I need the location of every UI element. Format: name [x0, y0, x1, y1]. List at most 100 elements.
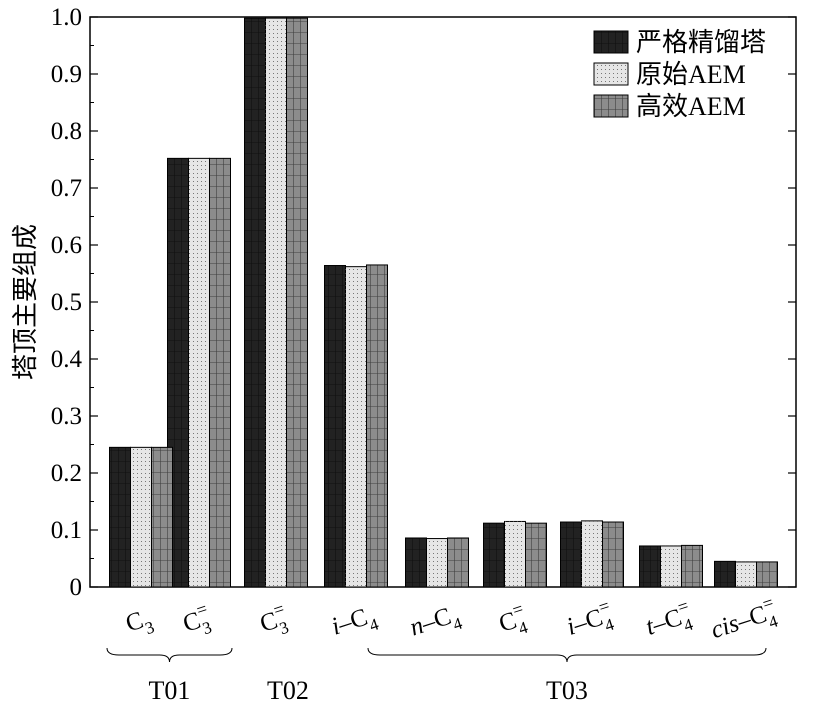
x-label-sub: 4 — [681, 614, 695, 635]
bar — [426, 538, 448, 588]
bar — [660, 545, 682, 588]
x-tick-label: C3 — [123, 604, 157, 643]
bar-texture — [286, 18, 308, 587]
bar — [681, 544, 703, 588]
bar-texture — [405, 537, 427, 587]
y-tick-label: 0.1 — [51, 517, 82, 544]
bar-texture — [525, 523, 547, 587]
legend-swatch-texture — [594, 95, 628, 117]
bar — [447, 537, 469, 588]
bar-texture — [324, 265, 346, 587]
bar-texture — [602, 522, 624, 587]
bar — [265, 17, 287, 588]
bar — [639, 545, 661, 588]
x-label-sub: 4 — [602, 614, 616, 635]
legend-item: 严格精馏塔 — [593, 28, 766, 57]
bar — [405, 537, 427, 588]
bar-texture — [265, 18, 287, 587]
group-label: T03 — [546, 676, 588, 705]
y-tick-label: 0.9 — [51, 61, 82, 88]
group-bracket — [367, 647, 767, 663]
bar-texture — [560, 522, 582, 587]
group-label: T02 — [267, 676, 309, 705]
bar — [504, 520, 526, 588]
bar-texture — [447, 537, 469, 587]
bar — [286, 17, 308, 588]
bar-texture — [660, 545, 682, 587]
x-label-sub: 3 — [277, 618, 291, 639]
bar-texture — [681, 545, 703, 587]
bar — [345, 266, 367, 588]
legend-swatch-texture — [594, 31, 628, 53]
group-label: T01 — [149, 676, 191, 705]
y-axis-label: 塔顶主要组成 — [11, 224, 40, 380]
y-axis: 0 0.1 0.2 0.3 0.4 0.5 0.6 0.7 0.8 0.9 1.0 — [51, 4, 796, 601]
x-label-sub: 4 — [451, 613, 465, 634]
x-axis: C3 C=3 C=3 i–C4 n–C4 C=4 i–C=4 t–C=4 cis–C=4 — [123, 592, 782, 650]
bar-texture — [244, 18, 266, 587]
y-tick-label: 1.0 — [51, 4, 82, 31]
bar-texture — [109, 447, 131, 587]
bar — [188, 157, 210, 588]
bar — [366, 264, 388, 588]
x-tick-label: C=3 — [178, 598, 216, 643]
y-tick-label: 0.4 — [51, 346, 83, 373]
bar-texture — [188, 158, 210, 588]
bar-texture — [426, 538, 448, 587]
bar — [209, 157, 231, 588]
y-tick-label: 0.5 — [51, 289, 82, 316]
bar-texture — [151, 447, 173, 587]
bar-texture — [483, 523, 505, 587]
bar — [109, 446, 131, 588]
bar-texture — [130, 447, 152, 587]
bar-texture — [581, 520, 603, 587]
bar — [130, 446, 152, 588]
y-tick-label: 0.3 — [51, 403, 82, 430]
x-tick-label: C=3 — [255, 598, 293, 643]
x-tick-label: C=4 — [494, 598, 532, 643]
legend-label: 高效AEM — [636, 92, 746, 121]
x-label-sub: 4 — [766, 611, 780, 632]
y-tick-label: 0.2 — [51, 460, 82, 487]
bars-layer — [109, 17, 778, 588]
bar — [714, 560, 736, 588]
bar — [244, 17, 266, 588]
x-tick-label: cis–C=4 — [706, 592, 782, 650]
bar — [525, 522, 547, 588]
bar-texture — [714, 561, 736, 587]
bar — [756, 561, 778, 588]
bar — [324, 265, 346, 588]
x-label-sub: 3 — [143, 617, 157, 638]
bar-texture — [504, 521, 526, 587]
y-tick-label: 0.6 — [51, 232, 82, 259]
group-bracket — [106, 647, 233, 663]
bar — [151, 446, 173, 588]
bar — [602, 521, 624, 588]
legend-label: 原始AEM — [636, 60, 746, 89]
x-label-sub: 4 — [367, 614, 381, 635]
group-brackets: T01 T02 T03 — [106, 647, 767, 705]
x-label-sub: 4 — [516, 618, 530, 639]
x-tick-label: t–C=4 — [641, 595, 697, 646]
legend-label: 严格精馏塔 — [636, 28, 766, 57]
y-tick-label: 0 — [70, 574, 83, 601]
bar-texture — [735, 561, 757, 587]
y-tick-label: 0.8 — [51, 118, 82, 145]
x-tick-label: n–C4 — [407, 600, 465, 647]
bar — [735, 561, 757, 588]
legend-swatch-texture — [594, 63, 628, 85]
legend-item: 原始AEM — [593, 60, 746, 89]
legend-item: 高效AEM — [593, 92, 746, 121]
bar-texture — [366, 264, 388, 587]
bar — [560, 521, 582, 588]
x-tick-label: i–C=4 — [562, 595, 618, 646]
y-tick-label: 0.7 — [51, 175, 82, 202]
bar-texture — [345, 266, 367, 587]
bar-texture — [756, 561, 778, 587]
bar — [581, 520, 603, 588]
x-tick-label: i–C4 — [328, 601, 381, 646]
bar-texture — [639, 545, 661, 587]
x-label-sub: 3 — [200, 618, 214, 639]
